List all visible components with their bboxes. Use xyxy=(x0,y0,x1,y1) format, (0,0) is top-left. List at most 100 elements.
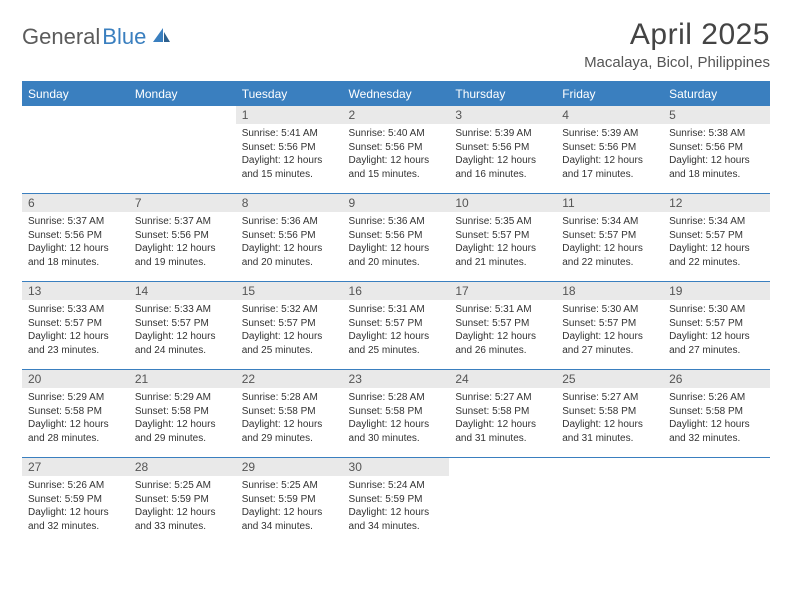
sunrise-text: Sunrise: 5:37 AM xyxy=(135,215,230,229)
calendar-cell: 23Sunrise: 5:28 AMSunset: 5:58 PMDayligh… xyxy=(343,370,450,458)
calendar-cell: 15Sunrise: 5:32 AMSunset: 5:57 PMDayligh… xyxy=(236,282,343,370)
daylight-text: Daylight: 12 hours and 22 minutes. xyxy=(669,242,764,269)
day-number: 7 xyxy=(129,194,236,212)
calendar-cell xyxy=(556,458,663,548)
daylight-text: Daylight: 12 hours and 31 minutes. xyxy=(562,418,657,445)
sunset-text: Sunset: 5:57 PM xyxy=(28,317,123,331)
sunrise-text: Sunrise: 5:32 AM xyxy=(242,303,337,317)
calendar-cell: 27Sunrise: 5:26 AMSunset: 5:59 PMDayligh… xyxy=(22,458,129,548)
calendar-cell: 4Sunrise: 5:39 AMSunset: 5:56 PMDaylight… xyxy=(556,106,663,194)
calendar-cell: 24Sunrise: 5:27 AMSunset: 5:58 PMDayligh… xyxy=(449,370,556,458)
day-header: Tuesday xyxy=(236,82,343,106)
sunset-text: Sunset: 5:58 PM xyxy=(669,405,764,419)
day-number: 29 xyxy=(236,458,343,476)
day-header: Monday xyxy=(129,82,236,106)
sunset-text: Sunset: 5:57 PM xyxy=(242,317,337,331)
calendar-cell: 26Sunrise: 5:26 AMSunset: 5:58 PMDayligh… xyxy=(663,370,770,458)
day-body: Sunrise: 5:35 AMSunset: 5:57 PMDaylight:… xyxy=(449,212,556,273)
calendar-cell: 14Sunrise: 5:33 AMSunset: 5:57 PMDayligh… xyxy=(129,282,236,370)
daylight-text: Daylight: 12 hours and 28 minutes. xyxy=(28,418,123,445)
day-body: Sunrise: 5:30 AMSunset: 5:57 PMDaylight:… xyxy=(556,300,663,361)
calendar-cell xyxy=(129,106,236,194)
daylight-text: Daylight: 12 hours and 27 minutes. xyxy=(669,330,764,357)
calendar-cell: 10Sunrise: 5:35 AMSunset: 5:57 PMDayligh… xyxy=(449,194,556,282)
calendar-week: 13Sunrise: 5:33 AMSunset: 5:57 PMDayligh… xyxy=(22,282,770,370)
day-body: Sunrise: 5:39 AMSunset: 5:56 PMDaylight:… xyxy=(449,124,556,185)
day-number: 30 xyxy=(343,458,450,476)
day-body: Sunrise: 5:25 AMSunset: 5:59 PMDaylight:… xyxy=(129,476,236,537)
calendar-table: SundayMondayTuesdayWednesdayThursdayFrid… xyxy=(22,81,770,548)
daylight-text: Daylight: 12 hours and 15 minutes. xyxy=(242,154,337,181)
sunset-text: Sunset: 5:56 PM xyxy=(562,141,657,155)
day-number: 28 xyxy=(129,458,236,476)
daylight-text: Daylight: 12 hours and 25 minutes. xyxy=(349,330,444,357)
sunrise-text: Sunrise: 5:39 AM xyxy=(562,127,657,141)
calendar-week: 27Sunrise: 5:26 AMSunset: 5:59 PMDayligh… xyxy=(22,458,770,548)
day-body: Sunrise: 5:31 AMSunset: 5:57 PMDaylight:… xyxy=(449,300,556,361)
sunset-text: Sunset: 5:57 PM xyxy=(669,317,764,331)
calendar-cell xyxy=(663,458,770,548)
daylight-text: Daylight: 12 hours and 17 minutes. xyxy=(562,154,657,181)
sunrise-text: Sunrise: 5:34 AM xyxy=(562,215,657,229)
day-number: 24 xyxy=(449,370,556,388)
day-number: 27 xyxy=(22,458,129,476)
day-number: 3 xyxy=(449,106,556,124)
day-number: 19 xyxy=(663,282,770,300)
sunset-text: Sunset: 5:57 PM xyxy=(135,317,230,331)
calendar-week: 20Sunrise: 5:29 AMSunset: 5:58 PMDayligh… xyxy=(22,370,770,458)
sunset-text: Sunset: 5:58 PM xyxy=(242,405,337,419)
calendar-cell: 3Sunrise: 5:39 AMSunset: 5:56 PMDaylight… xyxy=(449,106,556,194)
day-body: Sunrise: 5:29 AMSunset: 5:58 PMDaylight:… xyxy=(22,388,129,449)
day-body: Sunrise: 5:29 AMSunset: 5:58 PMDaylight:… xyxy=(129,388,236,449)
daylight-text: Daylight: 12 hours and 29 minutes. xyxy=(135,418,230,445)
day-number: 12 xyxy=(663,194,770,212)
sunrise-text: Sunrise: 5:39 AM xyxy=(455,127,550,141)
sunset-text: Sunset: 5:59 PM xyxy=(135,493,230,507)
calendar-cell: 30Sunrise: 5:24 AMSunset: 5:59 PMDayligh… xyxy=(343,458,450,548)
day-number: 1 xyxy=(236,106,343,124)
sunrise-text: Sunrise: 5:37 AM xyxy=(28,215,123,229)
daylight-text: Daylight: 12 hours and 18 minutes. xyxy=(669,154,764,181)
day-body: Sunrise: 5:36 AMSunset: 5:56 PMDaylight:… xyxy=(343,212,450,273)
day-body: Sunrise: 5:39 AMSunset: 5:56 PMDaylight:… xyxy=(556,124,663,185)
sunset-text: Sunset: 5:58 PM xyxy=(455,405,550,419)
calendar-cell: 19Sunrise: 5:30 AMSunset: 5:57 PMDayligh… xyxy=(663,282,770,370)
calendar-cell: 16Sunrise: 5:31 AMSunset: 5:57 PMDayligh… xyxy=(343,282,450,370)
daylight-text: Daylight: 12 hours and 16 minutes. xyxy=(455,154,550,181)
day-body: Sunrise: 5:26 AMSunset: 5:58 PMDaylight:… xyxy=(663,388,770,449)
day-number: 26 xyxy=(663,370,770,388)
daylight-text: Daylight: 12 hours and 27 minutes. xyxy=(562,330,657,357)
daylight-text: Daylight: 12 hours and 33 minutes. xyxy=(135,506,230,533)
daylight-text: Daylight: 12 hours and 32 minutes. xyxy=(28,506,123,533)
day-body: Sunrise: 5:36 AMSunset: 5:56 PMDaylight:… xyxy=(236,212,343,273)
sunset-text: Sunset: 5:57 PM xyxy=(562,229,657,243)
day-number: 10 xyxy=(449,194,556,212)
calendar-cell: 7Sunrise: 5:37 AMSunset: 5:56 PMDaylight… xyxy=(129,194,236,282)
daylight-text: Daylight: 12 hours and 20 minutes. xyxy=(242,242,337,269)
calendar-cell xyxy=(449,458,556,548)
sunrise-text: Sunrise: 5:38 AM xyxy=(669,127,764,141)
daylight-text: Daylight: 12 hours and 30 minutes. xyxy=(349,418,444,445)
day-body: Sunrise: 5:28 AMSunset: 5:58 PMDaylight:… xyxy=(236,388,343,449)
calendar-cell: 8Sunrise: 5:36 AMSunset: 5:56 PMDaylight… xyxy=(236,194,343,282)
day-header: Wednesday xyxy=(343,82,450,106)
daylight-text: Daylight: 12 hours and 19 minutes. xyxy=(135,242,230,269)
sunrise-text: Sunrise: 5:33 AM xyxy=(28,303,123,317)
sunset-text: Sunset: 5:56 PM xyxy=(349,141,444,155)
daylight-text: Daylight: 12 hours and 31 minutes. xyxy=(455,418,550,445)
sunset-text: Sunset: 5:59 PM xyxy=(242,493,337,507)
sail-icon xyxy=(151,26,171,49)
sunrise-text: Sunrise: 5:28 AM xyxy=(242,391,337,405)
sunrise-text: Sunrise: 5:36 AM xyxy=(242,215,337,229)
day-header: Saturday xyxy=(663,82,770,106)
calendar-cell: 21Sunrise: 5:29 AMSunset: 5:58 PMDayligh… xyxy=(129,370,236,458)
day-number: 8 xyxy=(236,194,343,212)
day-body: Sunrise: 5:32 AMSunset: 5:57 PMDaylight:… xyxy=(236,300,343,361)
day-body: Sunrise: 5:40 AMSunset: 5:56 PMDaylight:… xyxy=(343,124,450,185)
day-header: Thursday xyxy=(449,82,556,106)
sunset-text: Sunset: 5:56 PM xyxy=(28,229,123,243)
calendar-cell: 11Sunrise: 5:34 AMSunset: 5:57 PMDayligh… xyxy=(556,194,663,282)
day-number: 5 xyxy=(663,106,770,124)
brand-logo: General Blue xyxy=(22,24,171,50)
day-number: 15 xyxy=(236,282,343,300)
